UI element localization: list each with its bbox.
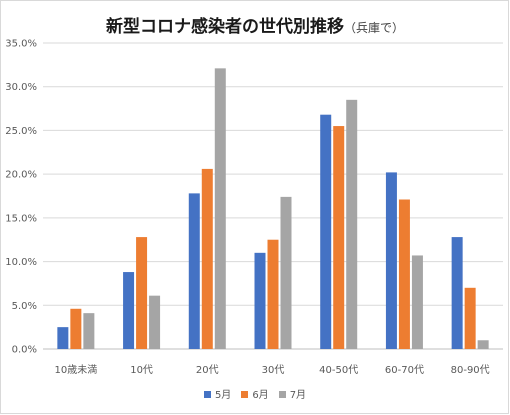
- bar: [188, 193, 200, 349]
- bar: [464, 287, 476, 349]
- bar: [398, 199, 410, 349]
- bar: [214, 68, 226, 350]
- bar: [320, 114, 332, 349]
- bar: [70, 308, 82, 349]
- y-tick-label: 20.0%: [5, 170, 37, 181]
- bar: [477, 340, 489, 349]
- chart-subtitle: （兵庫で）: [343, 21, 404, 35]
- x-tick-label: 30代: [262, 364, 285, 376]
- y-tick-label: 15.0%: [5, 213, 37, 224]
- legend-item: 7月: [278, 386, 307, 401]
- bar: [385, 172, 397, 349]
- y-tick-label: 0.0%: [12, 345, 37, 356]
- legend-swatch: [278, 391, 286, 398]
- bar: [149, 295, 161, 349]
- bar: [280, 196, 292, 349]
- legend-swatch: [241, 391, 249, 398]
- x-tick-label: 10代: [130, 364, 153, 376]
- bar: [333, 126, 345, 349]
- bar-chart-plot: 0.0% 5.0% 10.0% 15.0% 20.0% 25.0% 30.0% 35.0% 10…: [5, 39, 503, 376]
- bar: [451, 237, 463, 349]
- x-tick-label: 40-50代: [319, 364, 358, 376]
- bar: [254, 252, 266, 349]
- bar: [411, 255, 423, 349]
- x-tick-label: 10歳未満: [54, 364, 97, 376]
- y-tick-label: 5.0%: [12, 301, 37, 312]
- y-tick-label: 10.0%: [5, 257, 37, 268]
- x-tick-label: 60-70代: [385, 364, 424, 376]
- y-tick-label: 35.0%: [5, 39, 37, 50]
- bar: [267, 239, 279, 349]
- legend-label: 7月: [289, 390, 307, 401]
- chart-title-text: 新型コロナ感染者の世代別推移: [105, 17, 344, 37]
- legend-swatch: [203, 391, 211, 398]
- legend-item: 5月: [203, 386, 232, 401]
- y-tick-label: 25.0%: [5, 126, 37, 137]
- legend-label: 5月: [214, 390, 232, 401]
- bar: [57, 327, 69, 349]
- chart-title: 新型コロナ感染者の世代別推移（兵庫で）: [0, 12, 510, 37]
- bar: [346, 99, 358, 349]
- x-tick-label: 80-90代: [451, 364, 490, 376]
- bar: [83, 313, 95, 349]
- x-tick-label: 20代: [196, 364, 219, 376]
- bar: [201, 168, 213, 349]
- legend-item: 6月: [241, 386, 269, 401]
- legend-label: 6月: [252, 390, 269, 401]
- bar: [136, 237, 148, 349]
- chart-legend: 5月 6月 7月: [0, 386, 510, 401]
- y-tick-label: 30.0%: [5, 82, 37, 93]
- bar: [123, 272, 135, 349]
